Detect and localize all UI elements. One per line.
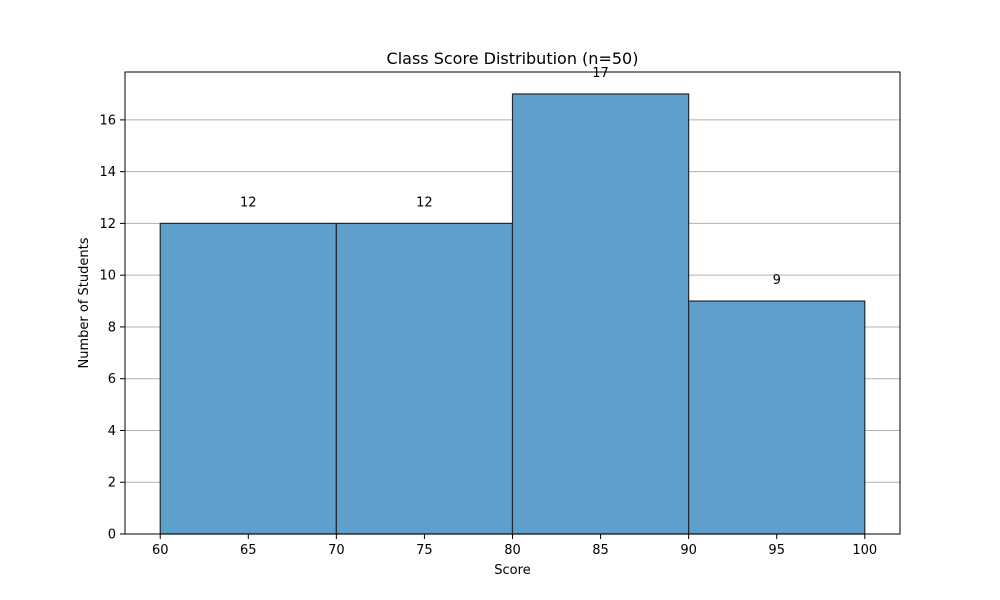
x-tick-label: 80	[504, 543, 521, 558]
x-tick-label: 90	[680, 543, 697, 558]
x-tick-label: 85	[592, 543, 609, 558]
data-labels: 12 12 17 9	[240, 66, 781, 288]
bar-value-label: 12	[240, 195, 257, 210]
x-tick-label: 100	[852, 543, 877, 558]
bar-value-label: 12	[416, 195, 433, 210]
x-axis-ticks: 60 65 70 75 80 85 90 95 100	[152, 534, 877, 558]
y-tick-label: 10	[99, 269, 116, 284]
histogram-bar	[159, 222, 337, 535]
histogram-bar	[335, 222, 514, 535]
x-tick-label: 70	[328, 543, 345, 558]
y-tick-label: 6	[108, 372, 116, 387]
y-tick-label: 16	[99, 113, 116, 128]
bar-value-label: 17	[592, 66, 609, 81]
bars	[159, 93, 866, 535]
histogram-bar	[688, 300, 866, 535]
x-tick-label: 75	[416, 543, 433, 558]
y-tick-label: 0	[108, 528, 116, 543]
y-tick-label: 14	[99, 165, 116, 180]
y-axis-ticks: 0 2 4 6 8 10 12 14 16	[99, 113, 125, 543]
x-tick-label: 65	[240, 543, 257, 558]
y-tick-label: 12	[99, 217, 116, 232]
x-tick-label: 60	[152, 543, 169, 558]
y-tick-label: 8	[108, 320, 116, 335]
y-tick-label: 2	[108, 476, 116, 491]
x-axis-label: Score	[494, 563, 530, 578]
y-axis-label: Number of Students	[77, 237, 92, 368]
y-tick-label: 4	[108, 424, 116, 439]
x-tick-label: 95	[768, 543, 785, 558]
histogram-bar	[511, 93, 690, 535]
bar-value-label: 9	[773, 273, 781, 288]
chart-title: Class Score Distribution (n=50)	[387, 49, 639, 68]
